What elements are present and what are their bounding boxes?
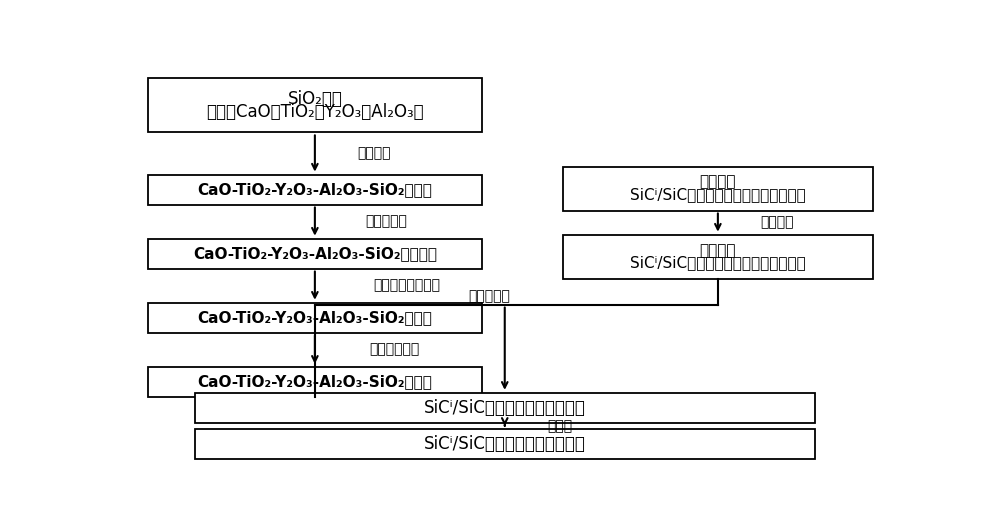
Text: 涂刷、装配: 涂刷、装配: [468, 290, 510, 304]
Text: 头的加工: 头的加工: [700, 175, 736, 190]
Text: SiO₂粉体: SiO₂粉体: [287, 90, 342, 108]
FancyBboxPatch shape: [148, 303, 482, 333]
FancyBboxPatch shape: [195, 429, 815, 459]
Text: CaO-TiO₂-Y₂O₃-Al₂O₃-SiO₂混合粉: CaO-TiO₂-Y₂O₃-Al₂O₃-SiO₂混合粉: [197, 182, 432, 197]
Text: 头装配件: 头装配件: [700, 243, 736, 258]
Text: 加入无水乙醇: 加入无水乙醇: [369, 343, 419, 357]
Text: 超声清洗: 超声清洗: [761, 216, 794, 229]
Text: 破碎、混匀、过筛: 破碎、混匀、过筛: [373, 279, 440, 293]
Text: 球磨均匀: 球磨均匀: [358, 147, 391, 161]
FancyBboxPatch shape: [148, 239, 482, 269]
Text: SiCⁱ/SiC核包壳管端口及包壳管端口塞: SiCⁱ/SiC核包壳管端口及包壳管端口塞: [630, 187, 806, 202]
Text: CaO-TiO₂-Y₂O₃-Al₂O₃-SiO₂玻璃块体: CaO-TiO₂-Y₂O₃-Al₂O₃-SiO₂玻璃块体: [193, 246, 437, 261]
Text: SiCⁱ/SiC核包壳管端口封装试样: SiCⁱ/SiC核包壳管端口封装试样: [424, 435, 586, 453]
Text: SiCⁱ/SiC核包壳管端口及包壳管端口塞: SiCⁱ/SiC核包壳管端口及包壳管端口塞: [630, 255, 806, 270]
FancyBboxPatch shape: [148, 367, 482, 397]
FancyBboxPatch shape: [148, 79, 482, 133]
FancyBboxPatch shape: [148, 175, 482, 204]
Text: 微米级CaO、TiO₂、Y₂O₃、Al₂O₃、: 微米级CaO、TiO₂、Y₂O₃、Al₂O₃、: [206, 103, 424, 121]
FancyBboxPatch shape: [563, 166, 873, 211]
Text: 燕融、水冷: 燕融、水冷: [365, 215, 407, 229]
Text: 热处理: 热处理: [547, 419, 572, 433]
Text: CaO-TiO₂-Y₂O₃-Al₂O₃-SiO₂封装剂: CaO-TiO₂-Y₂O₃-Al₂O₃-SiO₂封装剂: [197, 374, 432, 389]
FancyBboxPatch shape: [563, 235, 873, 279]
Text: SiCⁱ/SiC核包壳管端口装配试样: SiCⁱ/SiC核包壳管端口装配试样: [424, 399, 586, 417]
Text: CaO-TiO₂-Y₂O₃-Al₂O₃-SiO₂玻璃粉: CaO-TiO₂-Y₂O₃-Al₂O₃-SiO₂玻璃粉: [197, 310, 432, 325]
FancyBboxPatch shape: [195, 393, 815, 423]
